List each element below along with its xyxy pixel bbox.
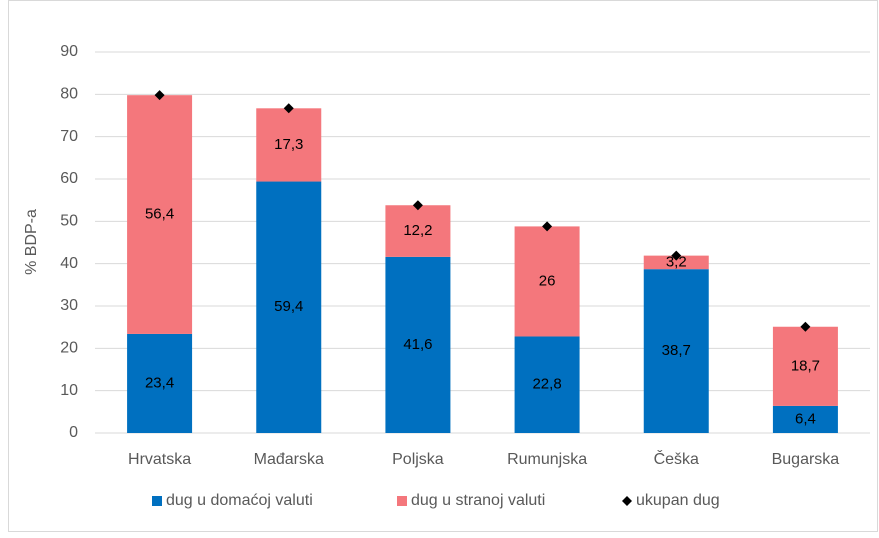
y-tick-label: 40 <box>60 255 78 272</box>
bar-segment <box>643 255 709 270</box>
bar-segment <box>643 269 709 433</box>
x-tick-label: Rumunjska <box>507 451 587 468</box>
y-tick-label: 60 <box>60 170 78 187</box>
legend-marker <box>622 496 632 506</box>
legend-label: ukupan dug <box>636 492 720 509</box>
y-axis-label: % BDP-a <box>23 209 40 275</box>
x-tick-label: Mađarska <box>254 451 324 468</box>
total-marker <box>154 90 165 101</box>
data-label: 26 <box>539 272 556 289</box>
total-marker <box>412 200 423 211</box>
bar-segment <box>385 256 451 433</box>
data-label: 18,7 <box>791 357 820 374</box>
data-label: 56,4 <box>145 206 174 223</box>
x-tick-label: Bugarska <box>772 451 840 468</box>
bar-segment <box>127 333 193 433</box>
total-marker <box>671 250 682 261</box>
x-tick-label: Češka <box>654 449 699 468</box>
legend-label: dug u stranoj valuti <box>411 492 545 509</box>
bar-segment <box>772 405 838 433</box>
data-label: 41,6 <box>403 336 432 353</box>
y-tick-label: 10 <box>60 382 78 399</box>
data-label: 59,4 <box>274 298 303 315</box>
y-tick-label: 90 <box>60 43 78 60</box>
bar-segment <box>514 336 580 433</box>
data-label: 22,8 <box>532 376 561 393</box>
y-tick-label: 20 <box>60 340 78 357</box>
bar-segment <box>772 326 838 406</box>
y-tick-label: 0 <box>69 424 78 441</box>
bar-segment <box>256 181 322 433</box>
chart-border <box>8 0 878 532</box>
bar-segment <box>127 95 193 334</box>
bar-segment <box>385 205 451 257</box>
y-tick-label: 70 <box>60 128 78 145</box>
data-label: 17,3 <box>274 136 303 153</box>
data-label: 6,4 <box>795 410 816 427</box>
bar-segment <box>256 108 322 182</box>
y-tick-label: 50 <box>60 213 78 230</box>
x-tick-label: Poljska <box>392 451 444 468</box>
legend-swatch <box>152 496 162 506</box>
y-tick-label: 30 <box>60 297 78 314</box>
legend-swatch <box>397 496 407 506</box>
x-tick-label: Hrvatska <box>128 451 191 468</box>
data-label: 38,7 <box>662 342 691 359</box>
data-label: 3,2 <box>666 253 687 270</box>
data-label: 23,4 <box>145 374 174 391</box>
total-marker <box>283 103 294 114</box>
data-label: 12,2 <box>403 222 432 239</box>
total-marker <box>542 221 553 232</box>
y-tick-label: 80 <box>60 86 78 103</box>
bar-segment <box>514 226 580 337</box>
legend-label: dug u domaćoj valuti <box>166 492 313 509</box>
total-marker <box>800 321 811 332</box>
